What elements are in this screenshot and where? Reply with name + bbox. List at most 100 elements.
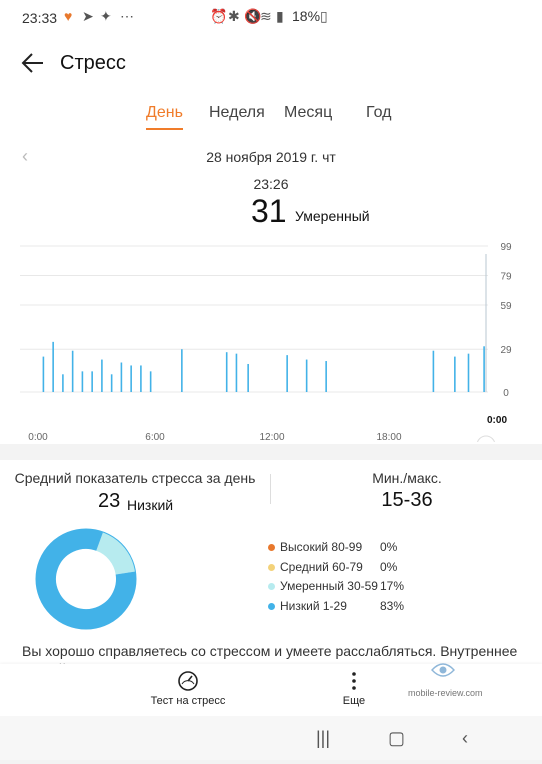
stress-bar (91, 371, 93, 392)
tab-year[interactable]: Год (366, 104, 392, 121)
stress-bar (454, 356, 456, 392)
stress-bar (181, 349, 183, 392)
stress-bar (120, 362, 123, 392)
stress-bar (149, 371, 152, 392)
y-tick-label: 29 (500, 345, 512, 356)
stress-bar (305, 359, 308, 392)
y-tick-label: 79 (500, 271, 512, 282)
stress-bar (140, 365, 142, 392)
watermark-text: mobile-review.com (408, 688, 483, 698)
x-tick-label: 6:00 (145, 432, 165, 442)
distribution-legend: Высокий 80-99 0% Средний 60-79 0% Умерен… (268, 540, 508, 618)
average-value: 23 (98, 490, 121, 512)
minmax-value: 15-36 (381, 489, 433, 511)
battery-percent: 18% (292, 8, 321, 24)
stress-bar (483, 346, 485, 392)
alarm-icon: ⏰ (210, 8, 228, 24)
signal-icon: ▮ (276, 8, 284, 24)
status-time: 23:33 (22, 10, 58, 26)
legend-row-moderate: Умеренный 30-59 17% (268, 579, 508, 599)
stress-bar (130, 365, 132, 392)
mute-icon: 🔇 (244, 8, 262, 24)
current-time-label: 0:00 (487, 415, 507, 426)
average-label: Средний показатель стресса за день (14, 470, 256, 486)
stress-level: Умеренный (295, 208, 370, 224)
tab-month[interactable]: Месяц (284, 104, 333, 121)
tab-week[interactable]: Неделя (209, 104, 265, 121)
legend-dot-moderate (268, 583, 275, 590)
stress-bar (42, 356, 45, 392)
twitter-icon: ✦ (100, 8, 112, 24)
stress-bar (247, 363, 249, 392)
home-icon[interactable]: ▢ (388, 728, 406, 748)
stress-bar (286, 355, 288, 392)
stress-chart: 99 79 59 29 0 0:00 6:00 12:00 18:00 0:00 (20, 242, 512, 442)
status-bar: 23:33 ♥ ➤ ✦ ⋯ ⏰ ✱ 🔇 ≋ ▮ 18% ▯ (0, 0, 542, 36)
legend-row-high: Высокий 80-99 0% (268, 540, 508, 560)
legend-pct-low: 83% (380, 598, 405, 613)
stress-bar (71, 350, 74, 392)
watermark: mobile-review.com (408, 660, 488, 700)
legend-pct-medium: 0% (380, 559, 398, 574)
average-level: Низкий (127, 497, 174, 513)
stress-bar (432, 350, 435, 392)
heart-rate-icon: ♥ (64, 8, 73, 24)
legend-pct-high: 0% (380, 540, 398, 554)
legend-row-low: Низкий 1-29 83% (268, 599, 508, 619)
stress-bar (81, 371, 84, 392)
recent-apps-icon[interactable]: ||| (316, 728, 331, 748)
stress-distribution-donut (35, 528, 137, 630)
legend-row-medium: Средний 60-79 0% (268, 560, 508, 580)
legend-pct-moderate: 17% (380, 579, 405, 593)
stress-test-label: Тест на стресс (150, 695, 226, 707)
stress-bar (101, 359, 103, 392)
bluetooth-icon: ✱ (228, 8, 240, 24)
wifi-icon: ≋ (260, 8, 272, 24)
legend-dot-low (268, 602, 275, 610)
y-tick-label: 99 (500, 242, 512, 253)
x-tick-label: 12:00 (259, 432, 284, 442)
x-tick-label: 0:00 (28, 432, 48, 442)
stress-bar (62, 374, 64, 392)
legend-label-low: Низкий 1-29 (280, 598, 347, 613)
app-header: Стресс (0, 36, 542, 96)
page-title: Стресс (60, 52, 126, 74)
telegram-icon: ➤ (82, 8, 94, 24)
legend-label-medium: Средний 60-79 (280, 559, 363, 574)
previous-date-chevron-icon[interactable]: ‹ (22, 146, 28, 166)
system-nav-bar: ||| ▢ ‹ (0, 716, 542, 760)
advice-text: Вы хорошо справляетесь со стрессом и уме… (22, 643, 518, 666)
x-tick-label: 18:00 (376, 432, 401, 442)
minmax-label: Мин./макс. (372, 470, 442, 486)
y-tick-label: 0 (503, 388, 509, 399)
nav-back-icon[interactable]: ‹ (462, 728, 468, 748)
stress-bar (110, 374, 113, 392)
donut-outline (35, 528, 137, 630)
timeline-scrubber-handle[interactable] (476, 435, 496, 442)
back-arrow-icon[interactable] (20, 50, 46, 76)
stress-test-button[interactable]: Тест на стресс (148, 670, 228, 707)
legend-dot-medium (268, 563, 275, 571)
more-button[interactable]: Еще (324, 670, 384, 707)
stress-value: 31 (251, 193, 287, 229)
legend-dot-high (268, 544, 275, 551)
selected-date: 28 ноября 2019 г. чт (206, 149, 336, 165)
battery-icon: ▯ (320, 8, 328, 24)
reading-time: 23:26 (253, 176, 289, 192)
stress-bar (52, 341, 54, 392)
watermark-logo-icon (431, 663, 455, 677)
more-notifications-icon: ⋯ (120, 8, 134, 24)
legend-label-moderate: Умеренный 30-59 (280, 579, 378, 593)
tab-day[interactable]: День (146, 104, 183, 130)
donut-slice (36, 529, 136, 629)
legend-label-high: Высокий 80-99 (280, 540, 363, 554)
stress-bar (225, 352, 228, 392)
stress-bar (325, 361, 327, 392)
more-label: Еще (342, 695, 366, 707)
divider (270, 474, 271, 504)
y-tick-label: 59 (500, 301, 512, 312)
stress-bar (467, 353, 470, 392)
period-tabs: День Неделя Месяц Год (0, 104, 542, 134)
gauge-icon (178, 671, 198, 691)
stress-bar (235, 353, 238, 392)
